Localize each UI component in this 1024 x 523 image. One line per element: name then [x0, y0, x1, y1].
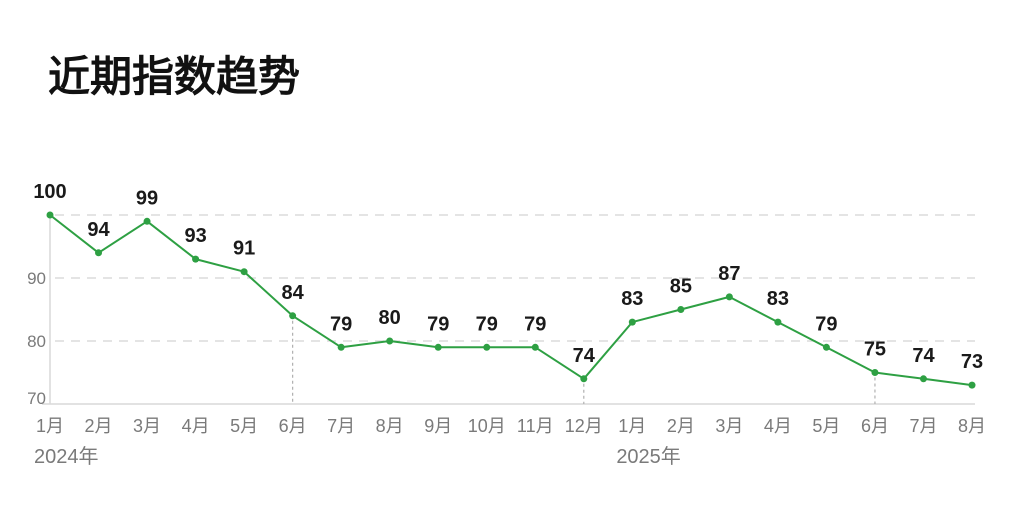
x-tick-label: 6月 — [861, 416, 889, 436]
data-point — [580, 375, 588, 383]
data-point — [677, 306, 685, 313]
data-point — [483, 343, 491, 351]
chart-title: 近期指数趋势 — [48, 52, 300, 101]
x-tick-label: 12月 — [565, 416, 603, 436]
x-tick-label: 7月 — [909, 416, 937, 436]
x-tick-label: 11月 — [517, 416, 554, 436]
x-tick-label: 2月 — [667, 416, 695, 436]
x-tick-label: 1月 — [618, 416, 646, 436]
series-line — [49, 214, 973, 387]
data-label: 87 — [718, 263, 740, 285]
data-point — [531, 343, 539, 351]
data-label: 80 — [379, 307, 401, 329]
x-tick-label: 5月 — [812, 416, 840, 436]
x-tick-label: 2月 — [85, 416, 113, 436]
half-year-marker-lines — [292, 320, 876, 404]
year-label: 2025年 — [616, 445, 681, 468]
x-axis-tick-labels: 1月 2月 3月 4月 5月 6月 7月 8月 9月 10月 11月 12月 1月 2月 3月 4月 5月 6月 7… — [36, 416, 986, 436]
x-tick-label: 9月 — [424, 416, 452, 436]
data-point — [337, 343, 345, 351]
x-tick-label: 3月 — [133, 416, 161, 436]
data-label: 79 — [427, 313, 449, 335]
data-label: 83 — [621, 288, 643, 310]
data-label: 79 — [815, 313, 837, 335]
data-label: 94 — [87, 219, 110, 241]
data-point — [192, 255, 200, 263]
x-tick-label: 6月 — [279, 416, 307, 436]
data-label: 100 — [33, 181, 66, 203]
data-point — [919, 375, 927, 383]
data-label: 74 — [573, 345, 596, 367]
data-label: 75 — [864, 339, 886, 361]
data-label: 79 — [330, 313, 352, 335]
data-point — [95, 249, 103, 257]
y-tick-label: 90 — [27, 269, 46, 288]
year-label: 2024年 — [34, 445, 99, 468]
x-tick-label: 3月 — [715, 416, 743, 436]
data-label: 74 — [912, 345, 935, 367]
y-tick-label: 70 — [27, 389, 46, 408]
data-point — [871, 369, 879, 376]
x-tick-label: 1月 — [36, 416, 64, 436]
data-point — [822, 343, 830, 351]
data-label: 73 — [961, 351, 983, 373]
x-tick-label: 4月 — [764, 416, 792, 436]
data-label: 83 — [767, 288, 789, 310]
data-point — [774, 318, 782, 326]
year-labels: 2024年 2025年 — [34, 445, 681, 468]
data-point — [725, 293, 733, 301]
data-point — [968, 381, 976, 389]
x-tick-label: 8月 — [958, 416, 986, 436]
data-label: 91 — [233, 238, 255, 260]
data-point — [143, 217, 151, 225]
x-tick-label: 10月 — [468, 416, 506, 436]
x-tick-label: 5月 — [230, 416, 258, 436]
data-label: 84 — [282, 282, 305, 304]
data-point — [386, 337, 394, 345]
data-label: 99 — [136, 187, 158, 209]
y-tick-label: 80 — [27, 332, 46, 351]
x-tick-label: 7月 — [327, 416, 355, 436]
data-point — [46, 211, 54, 219]
index-series — [46, 211, 976, 389]
data-point — [240, 268, 248, 276]
data-point — [434, 343, 442, 351]
data-labels: 100 94 99 93 91 84 79 80 79 79 79 74 83 85 87 83 79 75 74 7… — [33, 181, 983, 373]
x-tick-label: 4月 — [182, 416, 210, 436]
data-point — [628, 318, 636, 326]
x-tick-label: 8月 — [376, 416, 404, 436]
data-label: 79 — [524, 313, 546, 335]
axes — [42, 215, 975, 405]
y-axis-tick-labels: 70 80 90 — [27, 269, 46, 408]
data-label: 79 — [476, 313, 498, 335]
data-point — [289, 312, 297, 320]
data-label: 85 — [670, 276, 692, 298]
data-label: 93 — [184, 225, 206, 247]
